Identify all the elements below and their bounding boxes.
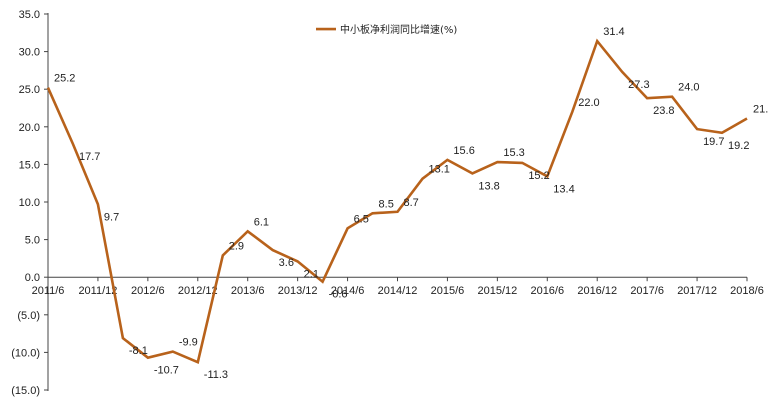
data-label: 22.0 [578, 97, 599, 109]
data-label: 24.0 [678, 82, 699, 94]
data-label: 19.2 [728, 140, 749, 152]
y-tick-label: (10.0) [11, 347, 40, 359]
x-tick-label: 2013/12 [278, 285, 318, 297]
x-tick-label: 2012/12 [178, 285, 218, 297]
data-label: -0.6 [329, 289, 348, 301]
data-label: -8.1 [129, 345, 148, 357]
data-label: 27.3 [628, 79, 649, 91]
x-tick-label: 2018/6 [730, 285, 764, 297]
x-tick-label: 2014/6 [331, 285, 365, 297]
data-label: 23.8 [653, 105, 674, 117]
data-label: -9.9 [179, 337, 198, 349]
x-tick-label: 2017/12 [677, 285, 717, 297]
data-label: -11.3 [204, 369, 228, 381]
data-label: 21.1 [753, 104, 768, 116]
y-tick-label: (5.0) [17, 310, 40, 322]
data-label: 25.2 [54, 73, 75, 85]
data-label: -10.7 [154, 365, 179, 377]
y-tick-label: 20.0 [19, 122, 40, 134]
data-label: 13.4 [553, 183, 574, 195]
data-label: 2.9 [229, 240, 244, 252]
data-label: 15.2 [528, 170, 549, 182]
x-tick-label: 2015/6 [431, 285, 465, 297]
data-labels-layer: 25.2 17.7 9.7 -8.1 -10.7 -9.9 -11.3 2.9 6.1 3.6 2.… [54, 26, 768, 381]
y-tick-label: 0.0 [25, 272, 40, 284]
x-tick-label: 2017/6 [630, 285, 664, 297]
data-label: 19.7 [703, 136, 724, 148]
y-tick-label: 5.0 [25, 235, 40, 247]
x-tick-label: 2016/6 [530, 285, 564, 297]
data-label: 8.7 [404, 197, 419, 209]
data-label: 15.3 [503, 147, 524, 159]
x-tick-label: 2011/6 [32, 285, 65, 297]
x-tick-label: 2016/12 [577, 285, 617, 297]
y-tick-label: 10.0 [19, 197, 40, 209]
y-tick-label: 15.0 [19, 159, 40, 171]
data-label: 15.6 [453, 145, 474, 157]
series-line [46, 38, 748, 364]
data-label: 3.6 [279, 257, 294, 269]
legend: 中小板净利润同比增速(%) [316, 23, 457, 36]
y-tick-label: 25.0 [19, 84, 40, 96]
data-label: 13.8 [478, 180, 499, 192]
y-tick-label: (15.0) [11, 385, 40, 397]
data-label: 8.5 [379, 198, 394, 210]
x-tick-label: 2011/12 [78, 285, 117, 297]
data-label: 13.1 [428, 164, 449, 176]
data-label: 17.7 [79, 151, 100, 163]
legend-label: 中小板净利润同比增速(%) [340, 23, 457, 36]
y-tick-label: 30.0 [19, 47, 40, 59]
data-label: 9.7 [104, 211, 119, 223]
x-tick-label: 2012/6 [131, 285, 165, 297]
y-tick-label: 35.0 [19, 9, 40, 21]
data-label: 6.5 [354, 213, 369, 225]
x-tick-label: 2015/12 [477, 285, 517, 297]
axes: (15.0) (10.0) (5.0) 0.0 5.0 10.0 15.0 20.0 25.0 3… [11, 9, 764, 397]
x-tick-label: 2014/12 [378, 285, 418, 297]
data-label: 31.4 [603, 26, 624, 38]
x-tick-label: 2013/6 [231, 285, 265, 297]
series-line-layer [46, 38, 748, 364]
data-label: 2.1 [304, 268, 319, 280]
data-label: 6.1 [254, 216, 269, 228]
